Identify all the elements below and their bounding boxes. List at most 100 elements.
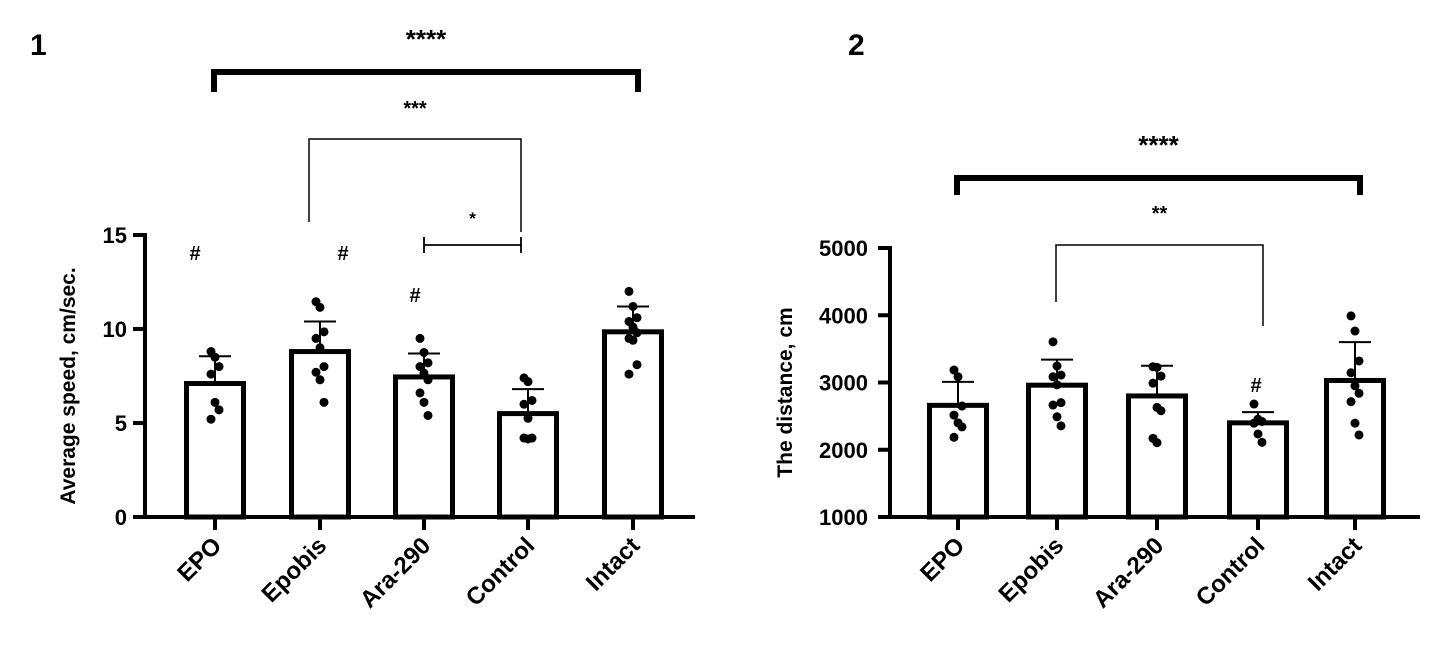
data-point <box>419 368 429 378</box>
data-point <box>1052 380 1062 390</box>
data-point <box>624 369 634 379</box>
chart-panel-2: 2 1000 2000 3000 4000 5000 The distance, cm EPO… <box>774 29 1420 614</box>
data-point <box>311 333 321 343</box>
data-point <box>423 375 433 385</box>
data-point <box>315 375 325 385</box>
data-point <box>1056 370 1066 380</box>
data-point <box>1354 430 1364 440</box>
x-tick-label: Epobis <box>994 532 1070 608</box>
data-point <box>319 362 329 372</box>
x-tick-label: Intact <box>581 532 645 596</box>
data-point <box>319 327 329 337</box>
data-point <box>214 362 224 372</box>
data-point <box>1152 438 1162 448</box>
data-point <box>628 301 638 311</box>
hash-mark: # <box>337 243 348 265</box>
data-point <box>1052 361 1062 371</box>
significance-label: **** <box>406 24 447 54</box>
y-axis-label: The distance, cm <box>774 307 797 477</box>
significance-bracket <box>1055 244 1264 326</box>
x-tick-label: Ara-290 <box>355 532 436 613</box>
x-tick-label: Ara-290 <box>1088 532 1169 613</box>
panel-label: 1 <box>30 29 47 62</box>
data-point <box>519 399 529 409</box>
data-point <box>632 313 642 323</box>
data-point <box>415 333 425 343</box>
data-point <box>1350 418 1360 428</box>
data-point <box>206 369 216 379</box>
y-axis-label: Average speed, cm/sec. <box>57 267 80 504</box>
bar-intact <box>602 329 664 520</box>
y-tick-label: 0 <box>115 505 127 530</box>
y-tick-label: 3000 <box>819 371 868 396</box>
data-point <box>1056 398 1066 408</box>
data-point <box>415 388 425 398</box>
data-point <box>214 405 224 415</box>
x-tick-label: Control <box>1191 532 1270 611</box>
data-point <box>1048 400 1058 410</box>
data-point <box>1156 371 1166 381</box>
data-point <box>624 286 634 296</box>
x-tick-label: Epobis <box>257 532 333 608</box>
significance-bracket <box>954 175 1363 195</box>
data-point <box>1148 378 1158 388</box>
data-point <box>632 328 642 338</box>
data-point <box>1350 326 1360 336</box>
data-point <box>957 422 967 432</box>
x-tick-label: Intact <box>1303 532 1367 596</box>
data-point <box>210 397 220 407</box>
data-point <box>419 397 429 407</box>
data-point <box>1152 362 1162 372</box>
y-tick-label: 4000 <box>819 303 868 328</box>
bar-control <box>497 411 559 520</box>
y-tick-label: 5000 <box>819 236 868 261</box>
data-point <box>1346 397 1356 407</box>
data-point <box>315 343 325 353</box>
data-point <box>628 335 638 345</box>
data-point <box>523 413 533 423</box>
significance-label: *** <box>403 98 427 120</box>
data-point <box>1257 417 1267 427</box>
significance-bracket <box>211 69 641 92</box>
x-tick-label: EPO <box>172 532 227 587</box>
data-point <box>1346 368 1356 378</box>
x-tick-label: EPO <box>915 532 970 587</box>
data-point <box>1249 418 1259 428</box>
y-tick-label: 2000 <box>819 438 868 463</box>
data-point <box>319 397 329 407</box>
data-point <box>1354 356 1364 366</box>
y-tick-label: 15 <box>103 223 127 248</box>
y-tick-label: 10 <box>103 317 127 342</box>
significance-label: **** <box>1138 130 1179 160</box>
data-point <box>210 352 220 362</box>
data-point <box>1253 429 1263 439</box>
data-point <box>1350 381 1360 391</box>
significance-bracket <box>308 138 522 232</box>
data-point <box>632 360 642 370</box>
data-point <box>1156 406 1166 416</box>
data-point <box>953 372 963 382</box>
y-tick-label: 1000 <box>819 505 868 530</box>
data-point <box>1346 311 1356 321</box>
data-point <box>315 302 325 312</box>
data-point <box>949 432 959 442</box>
data-point <box>1257 437 1267 447</box>
data-point <box>949 410 959 420</box>
significance-label: ** <box>1152 203 1168 225</box>
significance-label: * <box>469 209 476 228</box>
data-point <box>423 410 433 420</box>
data-point <box>311 367 321 377</box>
x-tick-label: Control <box>461 532 540 611</box>
data-point <box>206 414 216 424</box>
bar-ara-290 <box>1126 393 1188 520</box>
data-point <box>523 434 533 444</box>
data-point <box>419 348 429 357</box>
data-point <box>1048 337 1058 347</box>
data-point <box>423 358 433 368</box>
hash-mark: # <box>1250 375 1261 397</box>
data-point <box>415 362 425 372</box>
data-point <box>523 377 533 387</box>
data-point <box>527 395 537 405</box>
